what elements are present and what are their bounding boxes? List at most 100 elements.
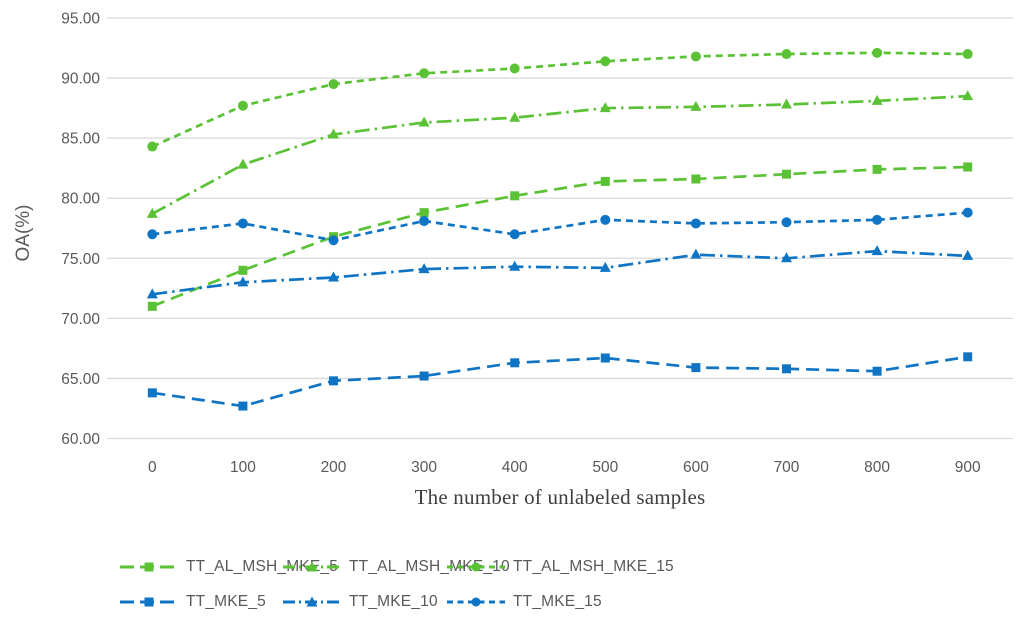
- triangle-marker-icon: [962, 90, 974, 101]
- legend-sample-square-green-icon: [120, 562, 178, 571]
- legend-label: TT_MKE_10: [349, 592, 438, 610]
- legend-item-tt-al-msh-mke-5: TT_AL_MSH_MKE_5: [120, 549, 338, 584]
- legend-sample-circle-blue-icon: [447, 597, 505, 606]
- x-tick-label: 600: [683, 459, 709, 476]
- triangle-marker-icon: [146, 288, 158, 299]
- y-tick-label: 85.00: [61, 131, 100, 148]
- line-chart: 95.00 90.00 85.00 80.00 75.00 70.00 65.00 60.00…: [61, 11, 1013, 476]
- x-tick-labels: 0 100 200 300 400 500 600 700 800 900: [148, 459, 981, 476]
- square-marker-icon: [691, 174, 701, 184]
- triangle-marker-icon: [418, 116, 430, 127]
- square-marker-icon: [600, 353, 610, 363]
- x-tick-label: 100: [230, 459, 256, 476]
- series-TT_MKE_15: [147, 207, 973, 246]
- triangle-marker-icon: [418, 263, 430, 274]
- gridlines: [107, 17, 1013, 440]
- triangle-marker-icon: [690, 100, 702, 111]
- circle-marker-icon: [781, 217, 792, 228]
- circle-marker-icon: [690, 51, 701, 62]
- square-marker-icon: [691, 363, 701, 373]
- triangle-marker-icon: [599, 261, 611, 272]
- triangle-marker-icon: [237, 276, 249, 287]
- triangle-marker-icon: [781, 252, 792, 263]
- circle-marker-icon: [419, 68, 430, 79]
- x-tick-label: 900: [955, 459, 981, 476]
- series-TT_MKE_10: [146, 245, 974, 299]
- series-TT_MKE_5: [147, 352, 973, 411]
- x-tick-label: 800: [864, 459, 890, 476]
- square-marker-icon: [238, 265, 248, 275]
- circle-marker-icon: [328, 235, 339, 246]
- square-marker-icon: [419, 371, 429, 381]
- y-tick-label: 75.00: [61, 251, 100, 268]
- legend-sample-triangle-blue-icon: [283, 596, 341, 606]
- circle-marker-icon: [509, 63, 520, 74]
- y-tick-label: 95.00: [61, 11, 100, 28]
- x-axis-title: The number of unlabeled samples: [414, 485, 706, 509]
- circle-marker-icon: [328, 79, 339, 90]
- legend-label: TT_AL_MSH_MKE_15: [513, 557, 674, 575]
- x-tick-label: 400: [502, 459, 528, 476]
- legend-sample-circle-green-icon: [447, 562, 505, 571]
- square-marker-icon: [963, 162, 973, 172]
- legend-label: TT_AL_MSH_MKE_5: [186, 557, 339, 575]
- square-marker-icon: [329, 376, 338, 386]
- triangle-marker-icon: [871, 94, 883, 105]
- x-tick-label: 500: [592, 459, 618, 476]
- circle-marker-icon: [600, 56, 611, 67]
- circle-marker-icon: [147, 141, 158, 152]
- circle-marker-icon: [509, 229, 520, 240]
- x-tick-label: 300: [411, 459, 437, 476]
- x-tick-label: 200: [321, 459, 347, 476]
- circle-marker-icon: [962, 207, 973, 218]
- square-marker-icon: [872, 366, 882, 376]
- legend: TT_AL_MSH_MKE_5 TT_AL_MSH_MKE_10 TT_AL_M…: [120, 549, 1000, 619]
- square-marker-icon: [147, 301, 157, 311]
- square-marker-icon: [419, 208, 429, 218]
- circle-marker-icon: [237, 218, 248, 229]
- legend-row-1: TT_AL_MSH_MKE_5 TT_AL_MSH_MKE_10 TT_AL_M…: [120, 549, 1000, 584]
- square-marker-icon: [872, 164, 882, 174]
- legend-item-tt-mke-15: TT_MKE_15: [447, 584, 602, 619]
- legend-item-tt-al-msh-mke-15: TT_AL_MSH_MKE_15: [447, 549, 674, 584]
- square-marker-icon: [782, 169, 791, 179]
- triangle-marker-icon: [328, 128, 339, 139]
- triangle-marker-icon: [509, 111, 521, 122]
- circle-marker-icon: [690, 218, 701, 229]
- square-marker-icon: [600, 176, 610, 186]
- circle-marker-icon: [872, 214, 883, 225]
- triangle-marker-icon: [328, 271, 339, 282]
- series-TT_AL_MSH_MKE_10: [146, 90, 974, 218]
- series-TT_AL_MSH_MKE_15: [147, 47, 973, 152]
- series-TT_AL_MSH_MKE_5: [147, 162, 973, 311]
- series-line: [152, 355, 968, 408]
- triangle-marker-icon: [146, 207, 158, 218]
- series-line: [151, 165, 968, 308]
- circle-marker-icon: [237, 100, 248, 111]
- circle-marker-icon: [872, 47, 883, 58]
- x-tick-label: 0: [148, 459, 157, 476]
- triangle-marker-icon: [237, 158, 249, 169]
- circle-marker-icon: [600, 214, 611, 225]
- series-line: [152, 211, 968, 242]
- series-line: [151, 94, 968, 215]
- y-tick-label: 70.00: [61, 311, 100, 328]
- triangle-marker-icon: [962, 249, 974, 260]
- square-marker-icon: [147, 388, 157, 398]
- circle-marker-icon: [781, 49, 792, 60]
- circle-marker-icon: [962, 49, 973, 60]
- legend-label: TT_AL_MSH_MKE_10: [349, 557, 510, 575]
- square-marker-icon: [510, 191, 520, 201]
- square-marker-icon: [238, 401, 248, 411]
- y-tick-label: 65.00: [61, 371, 100, 388]
- series-line: [152, 249, 968, 296]
- square-marker-icon: [963, 352, 973, 362]
- y-axis-title: OA(%): [13, 204, 34, 262]
- triangle-marker-icon: [599, 102, 611, 113]
- legend-item-tt-mke-10: TT_MKE_10: [283, 584, 438, 619]
- square-marker-icon: [782, 364, 791, 374]
- y-tick-label: 90.00: [61, 71, 100, 88]
- square-marker-icon: [510, 358, 520, 368]
- series-line: [151, 51, 968, 148]
